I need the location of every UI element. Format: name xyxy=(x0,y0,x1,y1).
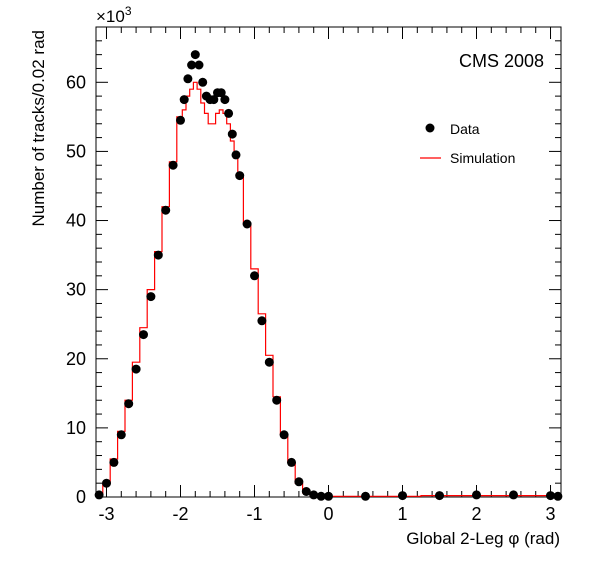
data-point xyxy=(168,160,178,170)
y-tick-label: 0 xyxy=(76,487,86,507)
y-tick-label: 60 xyxy=(66,72,86,92)
x-tick-label: 2 xyxy=(472,504,482,524)
data-point xyxy=(316,491,326,501)
data-point xyxy=(231,150,241,160)
data-point xyxy=(250,271,259,281)
legend: Data Simulation xyxy=(420,121,515,166)
data-point xyxy=(301,487,311,496)
data-point xyxy=(287,457,296,467)
data-point xyxy=(198,77,208,87)
data-point xyxy=(109,457,119,467)
data-point xyxy=(361,491,370,501)
x-axis-title: Global 2-Leg φ (rad) xyxy=(406,529,560,548)
data-point xyxy=(227,129,237,139)
data-point xyxy=(324,491,333,501)
data-point xyxy=(257,316,267,326)
data-point xyxy=(224,108,234,118)
data-point xyxy=(179,95,189,105)
y-tick-label: 50 xyxy=(66,141,86,161)
data-point xyxy=(194,60,204,70)
data-point xyxy=(153,250,163,260)
data-point xyxy=(242,219,252,229)
data-point xyxy=(264,357,274,367)
data-point xyxy=(279,430,289,440)
data-point xyxy=(435,491,444,501)
data-point xyxy=(472,490,481,500)
simulation-series xyxy=(96,81,561,497)
annotation-label: CMS 2008 xyxy=(459,51,544,71)
plot-frame xyxy=(95,26,562,498)
x-tick-label: -2 xyxy=(172,504,188,524)
data-point xyxy=(94,490,104,500)
y-tick-label: 30 xyxy=(66,280,86,300)
simulation-step-line xyxy=(96,81,561,497)
data-point xyxy=(209,95,219,105)
data-point xyxy=(398,491,407,501)
data-point xyxy=(553,491,563,501)
data-point xyxy=(183,74,193,84)
x-tick-label: 3 xyxy=(546,504,556,524)
y-axis: 0 10 20 30 40 50 60 xyxy=(66,26,561,507)
legend-sim-label: Simulation xyxy=(450,150,515,166)
data-point xyxy=(220,95,230,105)
legend-data-label: Data xyxy=(450,121,480,137)
data-point xyxy=(102,478,111,488)
x-axis: -3 -2 -1 0 1 2 3 xyxy=(98,27,556,524)
data-point xyxy=(161,205,171,215)
legend-data-marker xyxy=(425,123,435,133)
data-point xyxy=(146,292,156,302)
x-tick-label: -3 xyxy=(98,504,114,524)
y-tick-label: 40 xyxy=(66,211,86,231)
data-series xyxy=(94,50,563,501)
data-point xyxy=(124,399,134,409)
data-point xyxy=(216,88,226,98)
y-tick-label: 10 xyxy=(66,418,86,438)
data-point xyxy=(235,171,245,181)
x-tick-label: 0 xyxy=(323,504,333,524)
data-point xyxy=(294,477,304,487)
data-point xyxy=(116,430,126,440)
y-axis-title: Number of tracks/0.02 rad xyxy=(29,30,48,227)
data-point xyxy=(187,60,197,70)
data-point xyxy=(190,50,200,60)
y-multiplier: ×103 xyxy=(96,4,132,26)
x-tick-label: 1 xyxy=(397,504,407,524)
x-tick-label: -1 xyxy=(246,504,262,524)
data-point xyxy=(309,490,319,500)
y-tick-label: 20 xyxy=(66,349,86,369)
data-point xyxy=(131,364,141,374)
data-point xyxy=(546,491,555,501)
data-point xyxy=(509,490,518,500)
data-point xyxy=(176,115,185,125)
data-point xyxy=(139,330,148,340)
data-point xyxy=(272,395,282,405)
